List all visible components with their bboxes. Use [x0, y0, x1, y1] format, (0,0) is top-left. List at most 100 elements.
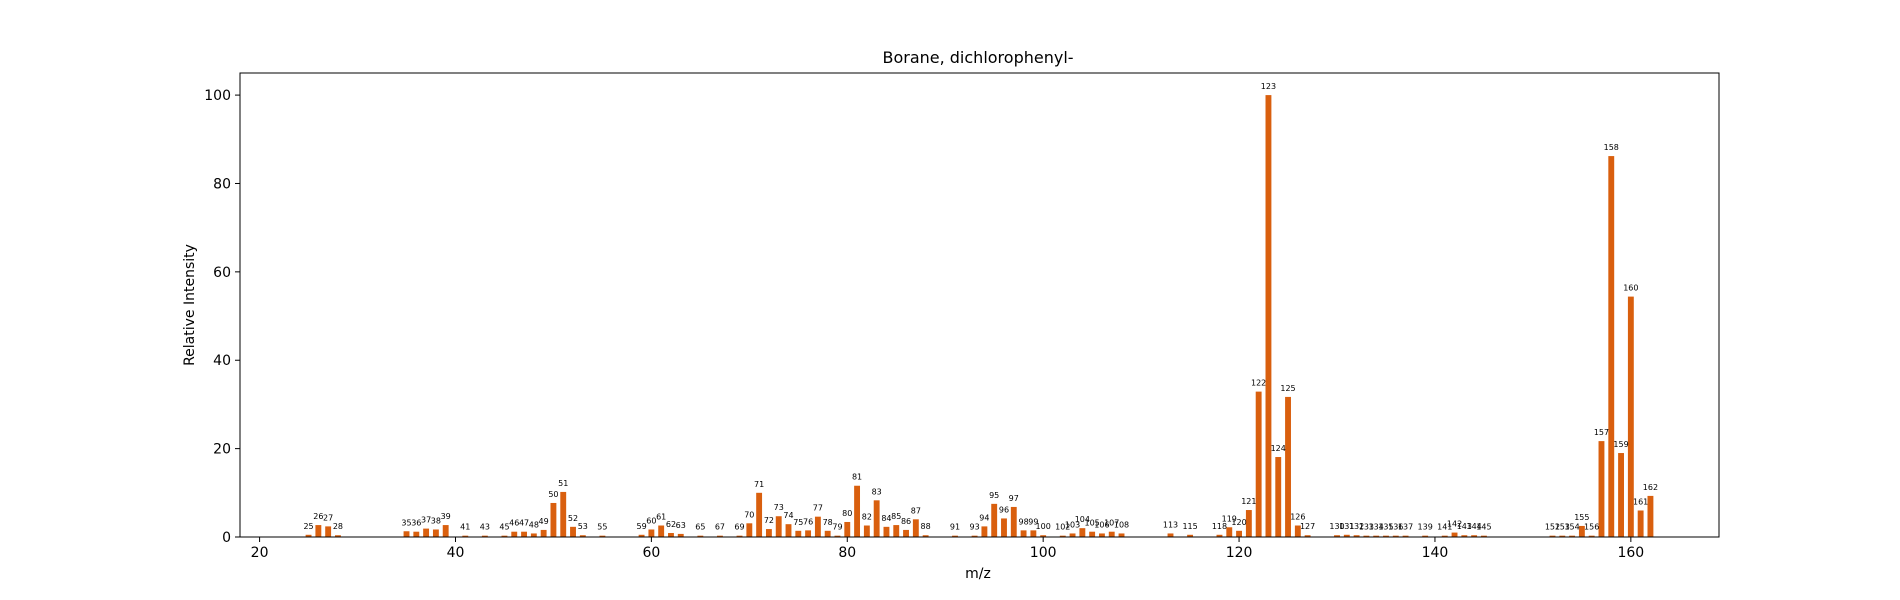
bar-mz-83	[873, 500, 880, 537]
bar-mz-38	[432, 529, 439, 537]
bar-label-mz-162: 162	[1643, 483, 1658, 492]
bar-label-mz-157: 157	[1594, 428, 1609, 437]
bar-mz-61	[658, 525, 665, 537]
y-tick-label: 0	[222, 530, 231, 546]
bar-mz-28	[335, 535, 341, 537]
bar-label-mz-72: 72	[764, 516, 774, 525]
bar-label-mz-142: 142	[1447, 520, 1462, 529]
bar-mz-70	[746, 523, 753, 537]
y-tick-label: 40	[213, 353, 231, 369]
bar-mz-99	[1030, 530, 1037, 537]
x-tick-label: 160	[1617, 545, 1644, 561]
x-tick-label: 20	[251, 545, 269, 561]
bar-mz-157	[1598, 441, 1605, 537]
bar-label-mz-37: 37	[421, 516, 431, 525]
bar-label-mz-103: 103	[1065, 520, 1080, 529]
bar-mz-127	[1304, 535, 1311, 537]
bar-label-mz-85: 85	[891, 512, 901, 521]
bar-label-mz-26: 26	[313, 512, 323, 521]
bar-label-mz-160: 160	[1623, 284, 1638, 293]
bar-mz-162	[1647, 495, 1654, 537]
bar-mz-86	[903, 529, 909, 537]
bar-label-mz-115: 115	[1182, 522, 1197, 531]
bar-mz-69	[736, 535, 743, 537]
bar-label-mz-102: 102	[1055, 523, 1070, 532]
bar-mz-52	[570, 526, 576, 537]
bar-label-mz-81: 81	[852, 473, 862, 482]
bar-mz-67	[717, 535, 723, 537]
bar-label-mz-82: 82	[862, 513, 872, 522]
bar-label-mz-87: 87	[911, 506, 921, 515]
bar-mz-39	[442, 525, 449, 537]
bar-label-mz-152: 152	[1545, 523, 1560, 532]
bar-mz-104	[1079, 528, 1086, 537]
bar-label-mz-47: 47	[519, 519, 529, 528]
bar-mz-91	[952, 535, 958, 537]
bar-mz-27	[325, 526, 332, 537]
x-axis-ticks: 20 40 60 80 100 120 140 160	[251, 537, 1644, 561]
bar-label-mz-55: 55	[597, 523, 607, 532]
bar-label-mz-79: 79	[832, 523, 842, 532]
bar-label-mz-121: 121	[1241, 497, 1256, 506]
x-tick-label: 140	[1422, 545, 1449, 561]
bar-mz-59	[638, 534, 645, 537]
bar-label-mz-153: 153	[1555, 523, 1570, 532]
bar-mz-143	[1461, 535, 1468, 537]
bar-mz-145	[1480, 535, 1487, 537]
bar-mz-45	[501, 535, 508, 537]
bar-label-mz-61: 61	[656, 513, 666, 522]
bar-label-mz-135: 135	[1378, 523, 1393, 532]
bar-label-mz-69: 69	[734, 523, 744, 532]
bar-label-mz-75: 75	[793, 518, 803, 527]
bar-mz-47	[521, 531, 527, 537]
bar-label-mz-158: 158	[1604, 143, 1619, 152]
x-tick-label: 40	[447, 545, 465, 561]
bar-label-mz-73: 73	[774, 503, 784, 512]
bar-series	[305, 95, 1654, 537]
bar-label-mz-48: 48	[529, 520, 539, 529]
bar-label-mz-70: 70	[744, 510, 754, 519]
y-axis-ticks: 0 20 40 60 80 100	[204, 88, 240, 546]
bar-label-mz-132: 132	[1349, 522, 1364, 531]
bar-mz-94	[981, 526, 988, 537]
x-tick-label: 60	[642, 545, 660, 561]
bar-mz-62	[668, 533, 674, 537]
bar-mz-126	[1294, 525, 1301, 537]
bar-mz-36	[413, 531, 420, 537]
bar-label-mz-84: 84	[881, 514, 891, 523]
bar-label-mz-126: 126	[1290, 513, 1305, 522]
y-tick-label: 60	[213, 265, 231, 281]
bar-mz-120	[1236, 530, 1242, 537]
bar-mz-102	[1059, 535, 1066, 537]
bar-mz-124	[1275, 457, 1282, 537]
bar-mz-80	[844, 521, 851, 537]
bar-label-mz-39: 39	[441, 512, 451, 521]
bar-mz-48	[530, 533, 537, 537]
bar-mz-25	[305, 534, 312, 537]
bar-mz-85	[893, 525, 900, 537]
bar-label-mz-143: 143	[1457, 522, 1472, 531]
bar-label-mz-100: 100	[1036, 522, 1051, 531]
bar-label-mz-43: 43	[480, 523, 490, 532]
bar-mz-87	[912, 519, 919, 537]
bar-label-mz-80: 80	[842, 509, 852, 518]
bar-mz-132	[1353, 535, 1360, 537]
bar-mz-100	[1040, 535, 1047, 537]
bar-label-mz-104: 104	[1075, 515, 1090, 524]
bar-label-mz-88: 88	[921, 522, 931, 531]
bar-mz-121	[1245, 510, 1252, 537]
bar-label-mz-156: 156	[1584, 523, 1599, 532]
y-axis-label: Relative Intensity	[182, 244, 198, 366]
bar-label-mz-113: 113	[1163, 520, 1178, 529]
bar-mz-74	[785, 524, 792, 537]
bar-label-mz-108: 108	[1114, 520, 1129, 529]
bar-label-mz-124: 124	[1271, 444, 1286, 453]
bar-label-mz-134: 134	[1369, 523, 1384, 532]
bar-mz-158	[1608, 156, 1615, 537]
bar-label-mz-107: 107	[1104, 519, 1119, 528]
bar-label-mz-78: 78	[823, 518, 833, 527]
bar-mz-142	[1451, 532, 1458, 537]
bar-label-mz-99: 99	[1028, 517, 1038, 526]
bar-label-mz-52: 52	[568, 514, 578, 523]
